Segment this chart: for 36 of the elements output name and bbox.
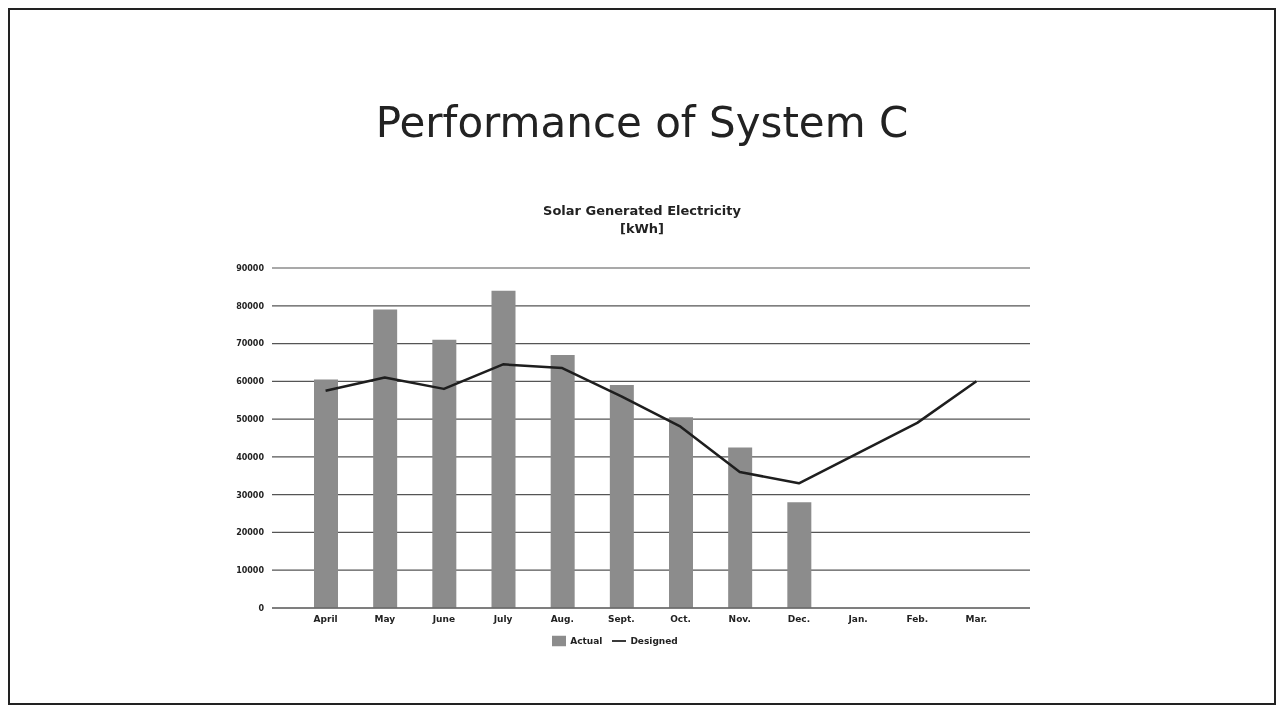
y-tick-label: 20000	[236, 528, 265, 538]
bar	[373, 309, 398, 608]
legend-label: Designed	[630, 635, 678, 646]
y-tick-label: 70000	[236, 339, 265, 349]
bar	[728, 447, 753, 608]
x-tick-label: July	[492, 614, 513, 625]
x-tick-label: May	[374, 614, 396, 625]
x-tick-label: Oct.	[670, 614, 691, 625]
bar	[491, 290, 516, 608]
bar	[550, 354, 575, 608]
y-tick-label: 40000	[236, 452, 265, 462]
bar	[609, 385, 634, 608]
bar	[432, 339, 457, 608]
y-tick-label: 30000	[236, 490, 265, 500]
chart-title: Performance of System C	[374, 98, 910, 147]
x-tick-label: Jan.	[847, 614, 868, 625]
x-tick-label: Nov.	[728, 614, 751, 625]
y-tick-label: 0	[258, 603, 265, 613]
x-tick-label: Sept.	[608, 614, 635, 625]
x-tick-label: Aug.	[550, 614, 574, 625]
chart-subtitle: Solar Generated Electricity [kWh]	[542, 202, 742, 238]
legend-label: Actual	[570, 635, 603, 646]
x-tick-label: April	[313, 614, 338, 625]
line-series	[324, 363, 978, 485]
bar	[314, 379, 338, 608]
y-tick-label: 50000	[236, 414, 265, 424]
x-tick-label: Feb.	[906, 614, 929, 625]
y-tick-label: 80000	[236, 301, 265, 311]
bar	[669, 417, 693, 608]
y-tick-label: 60000	[236, 377, 265, 387]
x-tick-label: Dec.	[787, 614, 811, 625]
bar	[787, 502, 812, 608]
y-tick-label: 90000	[236, 263, 265, 273]
y-tick-label: 10000	[236, 566, 265, 576]
x-tick-label: Mar.	[965, 614, 988, 625]
x-tick-label: June	[431, 614, 456, 625]
